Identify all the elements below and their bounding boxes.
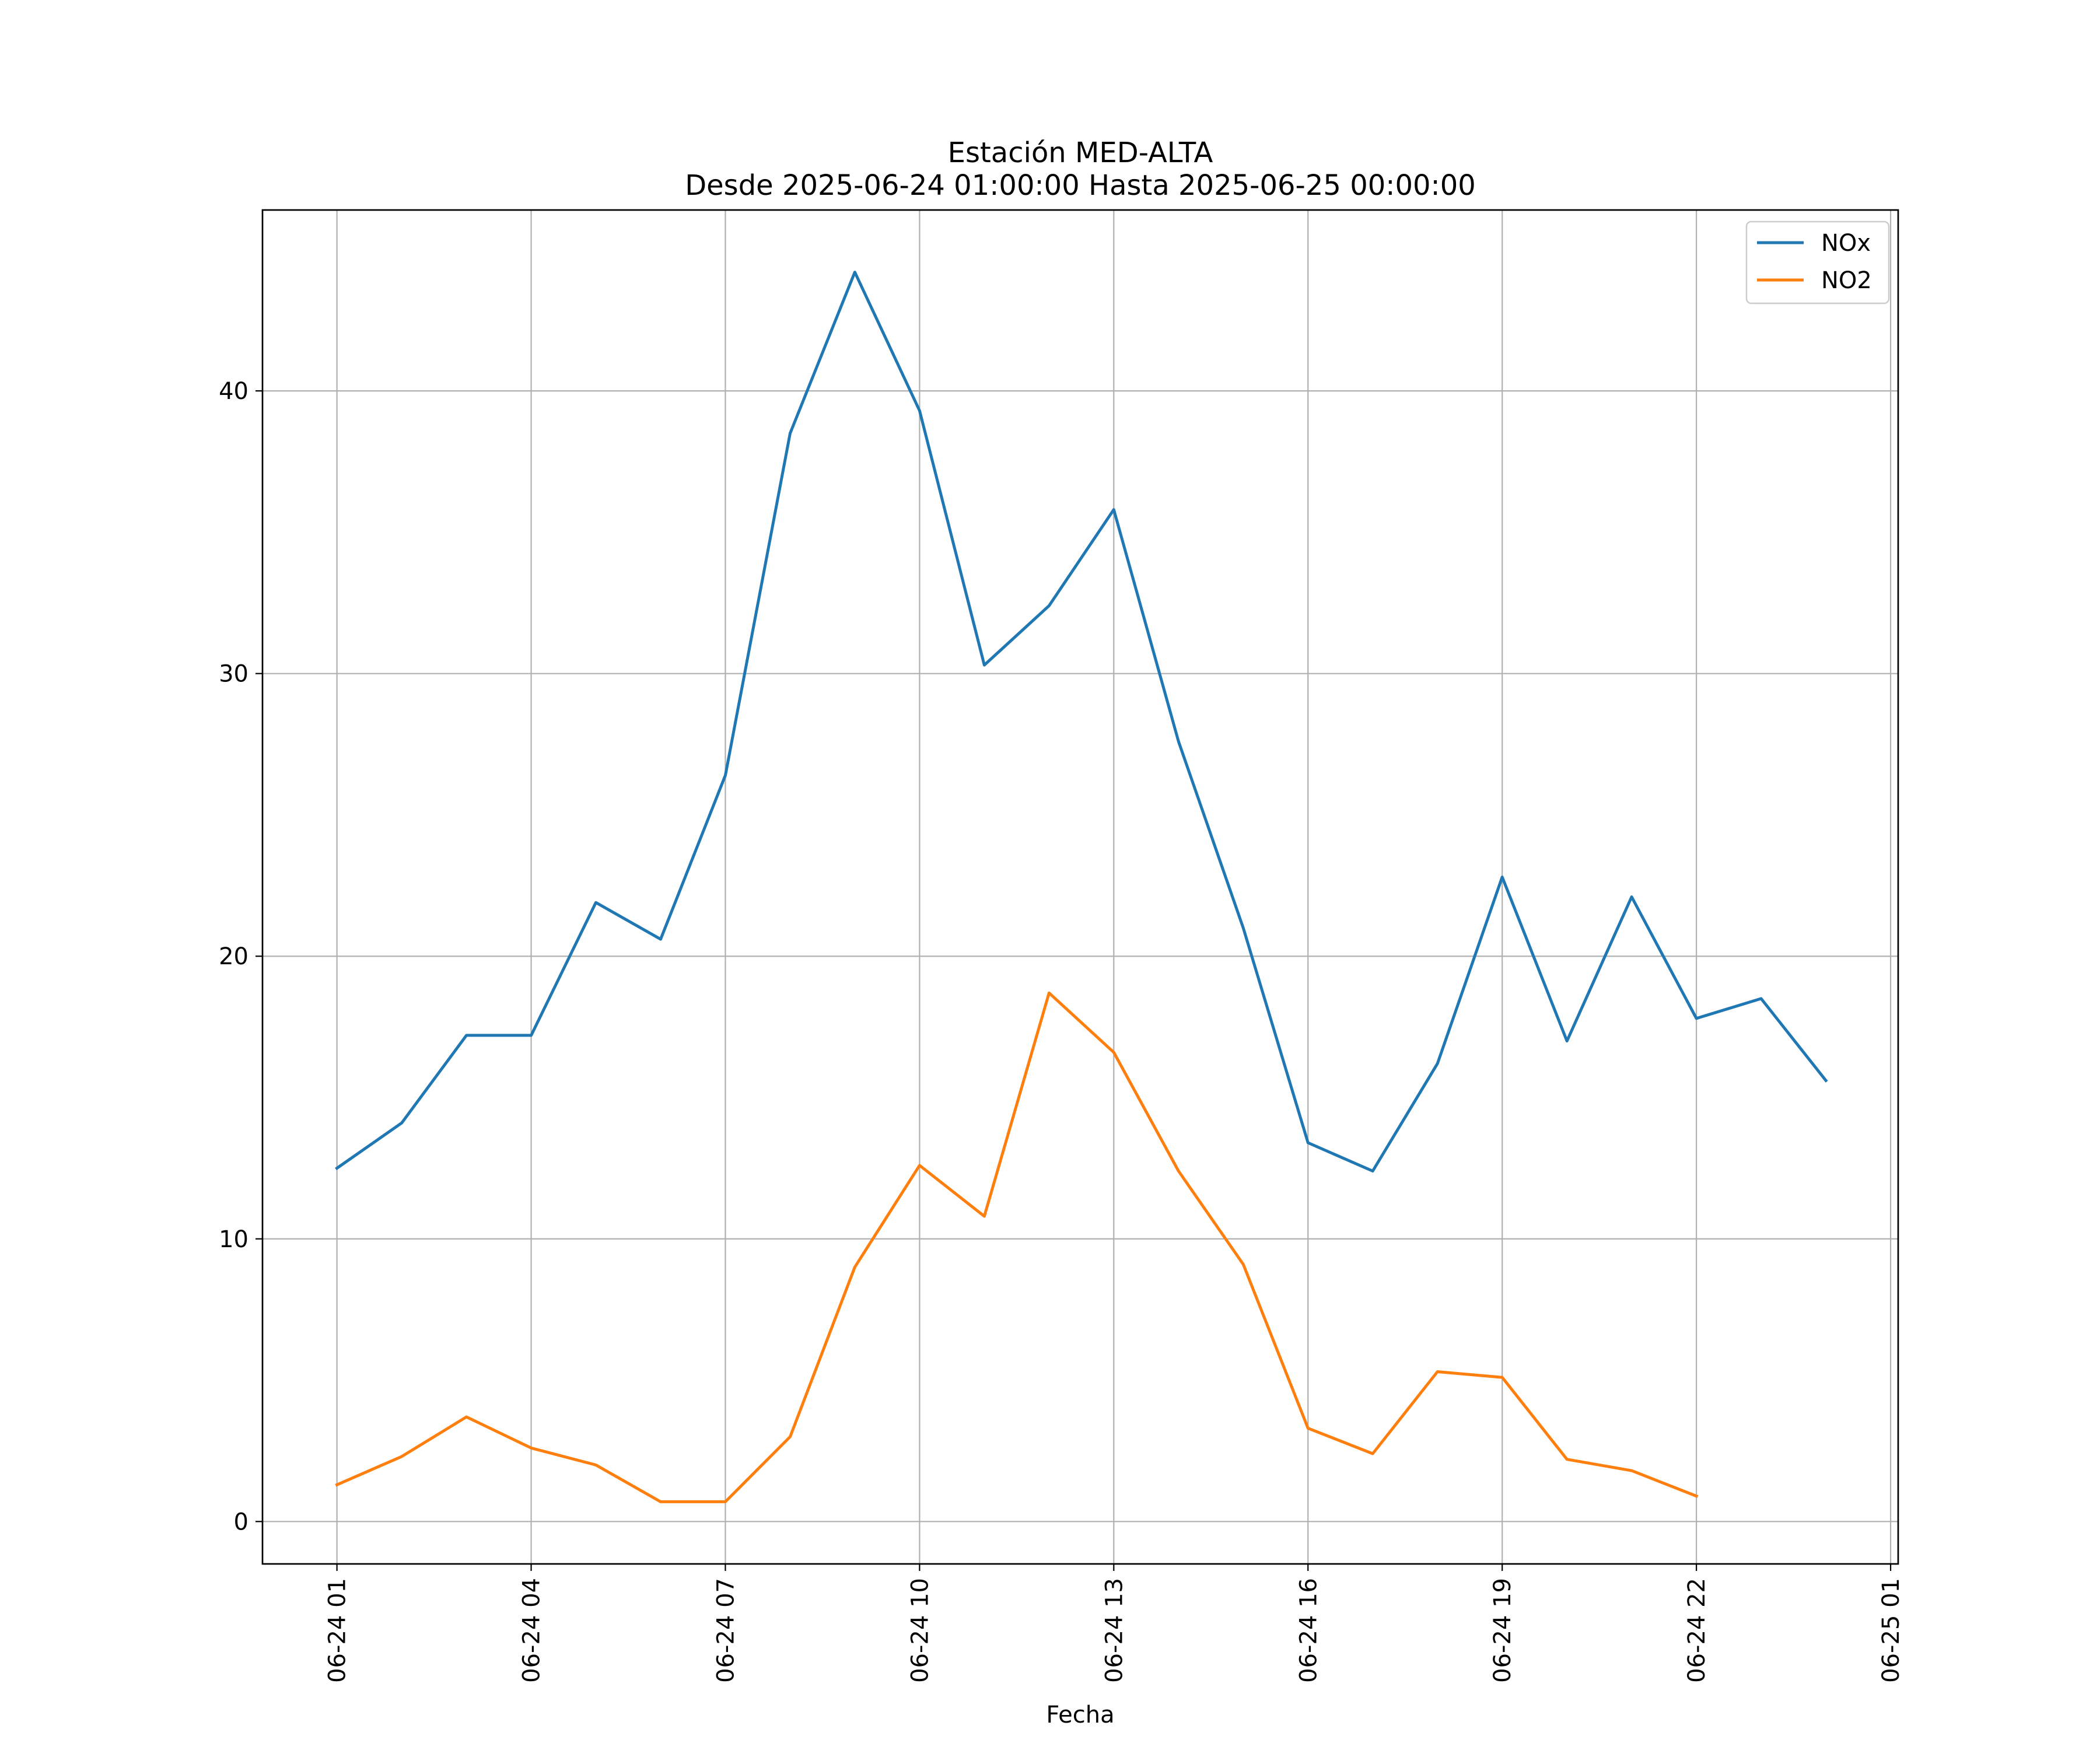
legend-label-no2: NO2	[1821, 267, 1872, 294]
grid	[262, 210, 1898, 1564]
y-tick-label: 0	[234, 1508, 249, 1535]
x-tick-label: 06-24 10	[907, 1578, 933, 1683]
plot-frame	[261, 209, 1899, 1565]
x-tick-label: 06-24 16	[1295, 1578, 1322, 1683]
x-tick-label: 06-25 01	[1878, 1578, 1905, 1683]
series-lines	[335, 271, 1828, 1503]
x-axis-ticks: 06-24 01 06-24 04 06-24 07 06-24 10 06-24 13…	[324, 1564, 1905, 1683]
x-tick-label: 06-24 22	[1684, 1578, 1710, 1683]
series-line-no2	[335, 991, 1699, 1503]
chart-subtitle: Desde 2025-06-24 01:00:00 Hasta 2025-06-…	[685, 169, 1476, 202]
legend: NOx NO2	[1745, 220, 1890, 304]
x-tick-label: 06-24 01	[324, 1578, 351, 1683]
x-tick-label: 06-24 13	[1101, 1578, 1128, 1683]
x-tick-label: 06-24 04	[519, 1578, 545, 1683]
x-tick-label: 06-24 19	[1489, 1578, 1516, 1683]
x-axis-label: Fecha	[1046, 1702, 1114, 1728]
y-tick-label: 30	[219, 661, 249, 688]
y-tick-label: 10	[219, 1226, 249, 1253]
series-line-nox	[335, 271, 1828, 1172]
y-tick-label: 20	[219, 943, 249, 970]
y-axis-ticks: 0 10 20 30 40	[219, 378, 262, 1535]
x-tick-label: 06-24 07	[712, 1578, 739, 1683]
chart-title: Estación MED-ALTA	[948, 136, 1213, 169]
y-tick-label: 40	[219, 378, 249, 405]
legend-label-nox: NOx	[1821, 230, 1871, 257]
